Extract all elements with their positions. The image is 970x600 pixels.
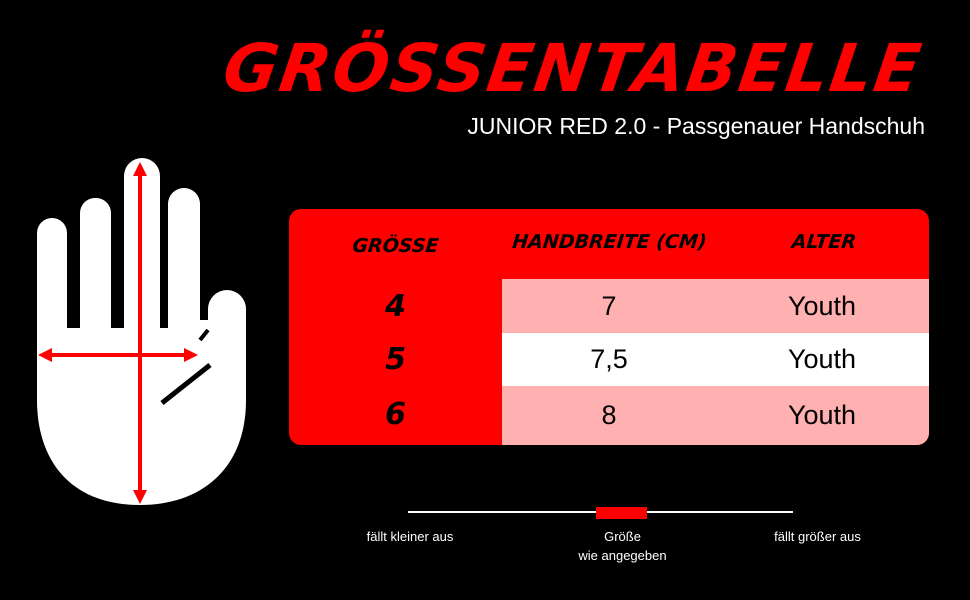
header-size: GRÖSSE (351, 235, 440, 257)
hand-width-cell: 7,5 (590, 344, 628, 374)
hand-measurement-icon (37, 158, 246, 505)
fit-label-true-size: Größe (604, 529, 641, 544)
size-value: 4 (385, 289, 406, 324)
age-cell: Youth (787, 400, 857, 430)
hand-width-cell: 7 (601, 290, 617, 321)
hand-width-cell: 8 (601, 400, 617, 430)
fit-scale-marker (596, 507, 647, 519)
age-cell: Youth (787, 344, 857, 374)
size-table: GRÖSSE HANDBREITE (CM) ALTER 4 5 6 7 You… (289, 209, 929, 445)
fit-label-smaller: fällt kleiner aus (366, 529, 454, 544)
page-subtitle: JUNIOR RED 2.0 - Passgenauer Handschuh (467, 113, 925, 139)
table-row: 8 Youth (502, 386, 929, 445)
fit-label-true-size-2: wie angegeben (578, 548, 667, 563)
table-row: 7,5 Youth (502, 333, 929, 386)
size-value: 6 (385, 397, 406, 432)
table-row: 7 Youth (502, 279, 929, 333)
page-title: GRÖSSENTABELLE (218, 30, 928, 107)
header-hand-width: HANDBREITE (CM) (511, 231, 708, 253)
fit-label-larger: fällt größer aus (774, 529, 861, 544)
age-cell: Youth (787, 290, 857, 321)
header-age: ALTER (790, 231, 858, 253)
size-value: 5 (385, 342, 406, 377)
